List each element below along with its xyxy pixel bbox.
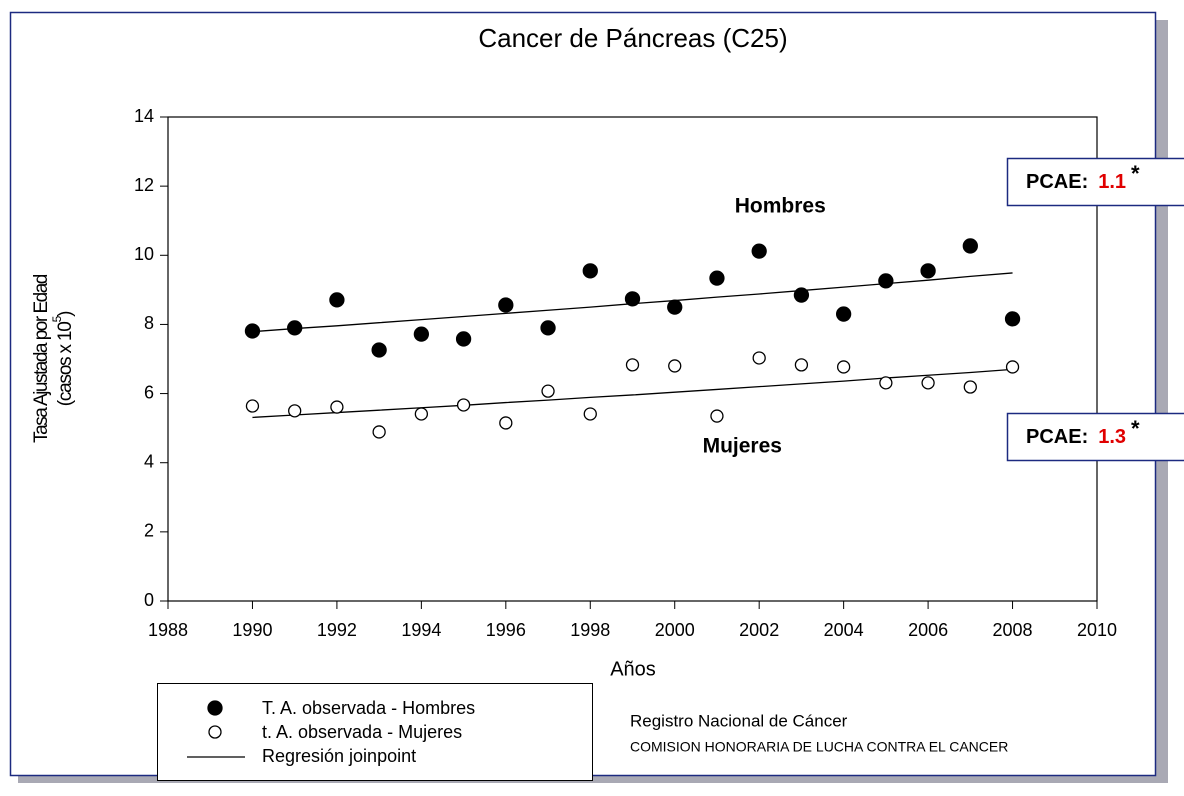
unit-text: (casos x 10: [55, 322, 76, 407]
point: [626, 292, 640, 306]
point: [921, 264, 935, 278]
annotation: Hombres: [735, 194, 826, 217]
x-tick-label: 2000: [655, 620, 695, 640]
x-tick-label: 1992: [317, 620, 357, 640]
x-tick-label: 1990: [232, 620, 272, 640]
point: [331, 401, 343, 413]
annotation: Mujeres: [703, 435, 782, 458]
point: [500, 417, 512, 429]
pcae-value: 1.3: [1098, 426, 1126, 448]
point: [330, 293, 344, 307]
point: [245, 324, 259, 338]
point: [499, 298, 513, 312]
legend-marker: [209, 726, 221, 738]
point: [584, 408, 596, 420]
unit-text: ): [55, 311, 76, 317]
point: [414, 327, 428, 341]
point: [372, 343, 386, 357]
legend-label: T. A. observada - Hombres: [262, 698, 475, 718]
point: [964, 381, 976, 393]
point: [711, 410, 723, 422]
legend-label: Regresión joinpoint: [262, 746, 416, 766]
x-tick-label: 2010: [1077, 620, 1117, 640]
chart-title: Cancer de Páncreas (C25): [478, 23, 787, 53]
point: [1006, 312, 1020, 326]
point: [922, 377, 934, 389]
point: [794, 288, 808, 302]
x-tick-label: 2006: [908, 620, 948, 640]
point: [288, 321, 302, 335]
y-tick-label: 12: [134, 175, 154, 195]
legend-label: t. A. observada - Mujeres: [262, 722, 462, 742]
point: [837, 307, 851, 321]
point: [541, 321, 555, 335]
point: [879, 274, 893, 288]
y-tick-label: 10: [134, 244, 154, 264]
frame: [11, 13, 1156, 776]
x-tick-label: 1996: [486, 620, 526, 640]
y-tick-label: 14: [134, 106, 154, 126]
y-tick-label: 4: [144, 451, 154, 471]
frame-shadow: [1155, 20, 1168, 783]
point: [1007, 361, 1019, 373]
x-tick-label: 2008: [993, 620, 1033, 640]
x-tick-label: 1988: [148, 620, 188, 640]
point: [457, 332, 471, 346]
point: [753, 352, 765, 364]
point: [752, 244, 766, 258]
point: [458, 399, 470, 411]
source-line: COMISION HONORARIA DE LUCHA CONTRA EL CA…: [630, 739, 1008, 755]
point: [373, 426, 385, 438]
point: [542, 385, 554, 397]
pcae-value: 1.1: [1098, 171, 1126, 193]
pcae-mark: *: [1131, 161, 1140, 186]
point: [880, 377, 892, 389]
x-tick-label: 1994: [401, 620, 441, 640]
legend-marker: [208, 701, 222, 715]
x-tick-label: 2002: [739, 620, 779, 640]
pcae-label: PCAE:: [1026, 426, 1088, 448]
point: [668, 300, 682, 314]
y-axis-label: Tasa Ajustada por Edad: [31, 274, 52, 443]
y-tick-label: 6: [144, 382, 154, 402]
y-tick-label: 2: [144, 521, 154, 541]
x-axis-label: Años: [610, 658, 656, 680]
point: [246, 400, 258, 412]
y-tick-label: 0: [144, 590, 154, 610]
x-tick-label: 1998: [570, 620, 610, 640]
point: [583, 264, 597, 278]
y-tick-label: 8: [144, 313, 154, 333]
point: [795, 359, 807, 371]
pcae-label: PCAE:: [1026, 171, 1088, 193]
y-axis-unit: (casos x 105): [50, 311, 76, 406]
point: [669, 360, 681, 372]
point: [415, 408, 427, 420]
point: [963, 239, 977, 253]
pcae-mark: *: [1131, 416, 1140, 441]
point: [289, 405, 301, 417]
point: [627, 359, 639, 371]
point: [710, 271, 724, 285]
source-line: Registro Nacional de Cáncer: [630, 711, 848, 730]
x-tick-label: 2004: [824, 620, 864, 640]
point: [838, 361, 850, 373]
